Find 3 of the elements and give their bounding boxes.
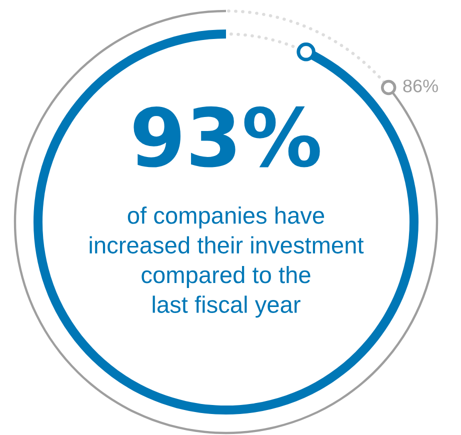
data-label: 93%	[134, 106, 320, 168]
text: of companies have increased their investment compared to the last fiscal year	[90, 206, 364, 318]
data-label: 86%	[403, 80, 438, 92]
